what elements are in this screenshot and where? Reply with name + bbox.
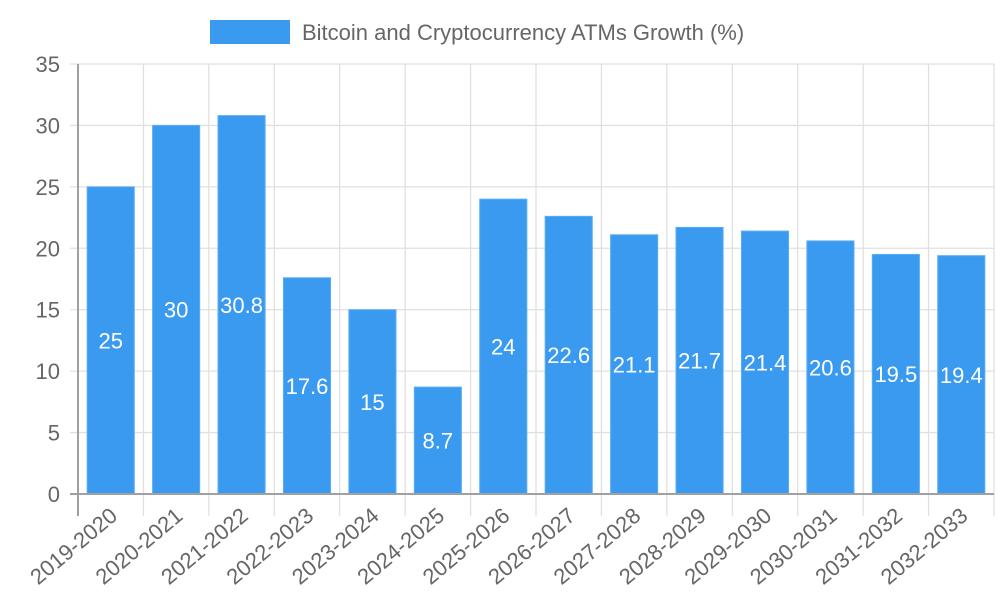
bar[interactable] [806, 240, 855, 495]
bar[interactable] [740, 230, 790, 495]
y-tick-label: 30 [36, 113, 60, 138]
y-tick-label: 5 [48, 421, 60, 446]
bar-value-label: 25 [98, 328, 122, 353]
bar[interactable] [479, 198, 528, 495]
legend[interactable]: Bitcoin and Cryptocurrency ATMs Growth (… [210, 20, 744, 45]
bar-value-label: 24 [491, 335, 515, 360]
y-tick-label: 20 [36, 236, 60, 261]
bar[interactable] [937, 255, 986, 495]
x-axis-ticks: 2019-20202020-20212021-20222022-20232023… [25, 503, 972, 590]
bar-value-label: 20.6 [809, 355, 852, 380]
bar-value-label: 19.5 [874, 362, 917, 387]
data-labels: 25 30 30.8 17.6 15 8.7 24 22.6 21.1 21.7 21.4 20.6 1… [98, 293, 982, 454]
y-tick-label: 10 [36, 359, 60, 384]
gridlines [70, 63, 995, 516]
bar[interactable] [675, 226, 724, 495]
bar-value-label: 30 [164, 298, 188, 323]
bar-value-label: 22.6 [547, 343, 590, 368]
bar-value-label: 15 [360, 390, 384, 415]
axes [70, 64, 994, 516]
bar[interactable] [871, 253, 920, 495]
bar[interactable] [348, 309, 397, 495]
y-axis-ticks: 0 5 10 15 20 25 30 35 [36, 52, 60, 507]
y-tick-label: 35 [36, 52, 60, 77]
bar-value-label: 21.7 [678, 349, 721, 374]
bar[interactable] [610, 234, 659, 495]
bars [86, 115, 986, 495]
y-tick-label: 25 [36, 175, 60, 200]
bar[interactable] [217, 115, 266, 495]
bar[interactable] [282, 277, 332, 495]
bar-value-label: 21.4 [744, 351, 787, 376]
bar[interactable] [413, 386, 462, 495]
legend-label: Bitcoin and Cryptocurrency ATMs Growth (… [302, 20, 744, 45]
bar-value-label: 8.7 [423, 429, 454, 454]
y-tick-label: 15 [36, 298, 60, 323]
bar-value-label: 19.4 [940, 363, 983, 388]
legend-swatch [210, 20, 290, 44]
bar-value-label: 17.6 [286, 374, 329, 399]
bar[interactable] [544, 215, 593, 495]
bar-value-label: 30.8 [220, 293, 263, 318]
bar-value-label: 21.1 [613, 352, 656, 377]
y-tick-label: 0 [48, 482, 60, 507]
